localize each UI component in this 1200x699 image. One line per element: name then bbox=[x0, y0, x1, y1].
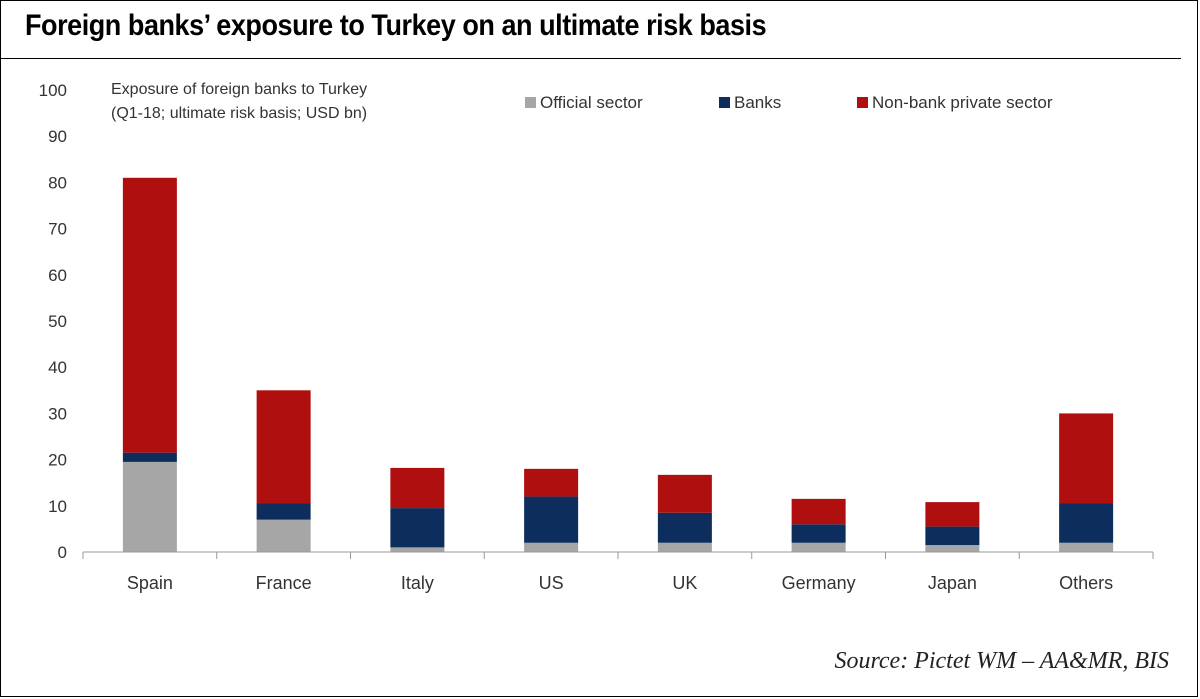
chart-subtitle-line-2: (Q1-18; ultimate risk basis; USD bn) bbox=[111, 105, 367, 122]
bar-uk-non-bank-private-sector bbox=[657, 474, 712, 513]
legend-swatch-official-sector bbox=[525, 97, 536, 108]
bar-japan-banks bbox=[925, 526, 980, 546]
bar-uk-official-sector bbox=[657, 542, 712, 552]
bar-spain-official-sector bbox=[122, 461, 177, 552]
y-tick-label-50: 50 bbox=[48, 312, 67, 331]
y-tick-label-40: 40 bbox=[48, 358, 67, 377]
bar-spain-non-bank-private-sector bbox=[122, 177, 177, 453]
y-tick-label-70: 70 bbox=[48, 220, 67, 239]
page-title: Foreign banks’ exposure to Turkey on an … bbox=[25, 9, 767, 42]
source-note: Source: Pictet WM – AA&MR, BIS bbox=[834, 648, 1169, 674]
bar-germany-banks bbox=[791, 524, 846, 543]
bar-spain-banks bbox=[122, 452, 177, 462]
bar-us-official-sector bbox=[524, 542, 579, 552]
y-tick-label-60: 60 bbox=[48, 266, 67, 285]
bar-france-official-sector bbox=[256, 519, 311, 552]
chart-legend: Official sector Banks Non-bank private s… bbox=[525, 93, 1053, 112]
y-tick-label-80: 80 bbox=[48, 173, 67, 192]
legend-swatch-non-bank-private-sector bbox=[857, 97, 868, 108]
x-tick-label-italy: Italy bbox=[401, 573, 434, 593]
chart-subtitle-line-1: Exposure of foreign banks to Turkey bbox=[111, 81, 367, 98]
bar-uk-banks bbox=[657, 512, 712, 543]
x-tick-label-spain: Spain bbox=[127, 573, 173, 593]
bar-france-non-bank-private-sector bbox=[256, 390, 311, 504]
chart-area: Exposure of foreign banks to Turkey (Q1-… bbox=[39, 81, 1154, 593]
x-tick-label-us: US bbox=[539, 573, 564, 593]
y-tick-label-90: 90 bbox=[48, 127, 67, 146]
bar-others-non-bank-private-sector bbox=[1059, 413, 1114, 504]
bar-france-banks bbox=[256, 503, 311, 520]
legend-label-official-sector: Official sector bbox=[540, 93, 643, 112]
bar-japan-non-bank-private-sector bbox=[925, 502, 980, 527]
y-tick-label-20: 20 bbox=[48, 451, 67, 470]
title-divider bbox=[1, 58, 1181, 59]
y-tick-label-100: 100 bbox=[39, 81, 67, 100]
y-tick-label-0: 0 bbox=[58, 543, 67, 562]
x-tick-label-japan: Japan bbox=[928, 573, 977, 593]
bar-others-official-sector bbox=[1059, 542, 1114, 552]
x-tick-label-france: France bbox=[256, 573, 312, 593]
x-axis-ticks bbox=[82, 552, 1154, 559]
chart-subtitle: Exposure of foreign banks to Turkey (Q1-… bbox=[111, 81, 367, 122]
y-axis: 0 10 20 30 40 50 60 70 80 90 100 bbox=[39, 81, 67, 562]
x-tick-label-others: Others bbox=[1059, 573, 1113, 593]
bar-us-banks bbox=[524, 496, 579, 543]
x-tick-label-germany: Germany bbox=[782, 573, 856, 593]
y-tick-label-30: 30 bbox=[48, 404, 67, 423]
bar-italy-non-bank-private-sector bbox=[390, 467, 445, 509]
x-tick-label-uk: UK bbox=[672, 573, 697, 593]
y-tick-label-10: 10 bbox=[48, 497, 67, 516]
bar-others-banks bbox=[1059, 503, 1114, 543]
bar-italy-banks bbox=[390, 508, 445, 548]
legend-label-non-bank-private-sector: Non-bank private sector bbox=[872, 93, 1053, 112]
legend-label-banks: Banks bbox=[734, 93, 781, 112]
bar-italy-official-sector bbox=[390, 547, 445, 552]
legend-swatch-banks bbox=[719, 97, 730, 108]
bar-germany-non-bank-private-sector bbox=[791, 498, 846, 525]
x-axis: Spain France Italy US UK Germany Japan Others bbox=[127, 573, 1113, 593]
bar-germany-official-sector bbox=[791, 542, 846, 552]
bar-us-non-bank-private-sector bbox=[524, 468, 579, 497]
bars bbox=[122, 177, 1114, 552]
bar-japan-official-sector bbox=[925, 545, 980, 552]
